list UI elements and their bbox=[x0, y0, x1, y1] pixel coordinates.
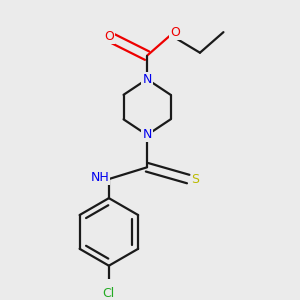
Text: O: O bbox=[104, 30, 114, 43]
Text: Cl: Cl bbox=[103, 286, 115, 299]
Text: O: O bbox=[170, 26, 180, 39]
Text: N: N bbox=[142, 73, 152, 86]
Text: NH: NH bbox=[91, 171, 110, 184]
Text: N: N bbox=[142, 128, 152, 142]
Text: S: S bbox=[191, 172, 200, 185]
